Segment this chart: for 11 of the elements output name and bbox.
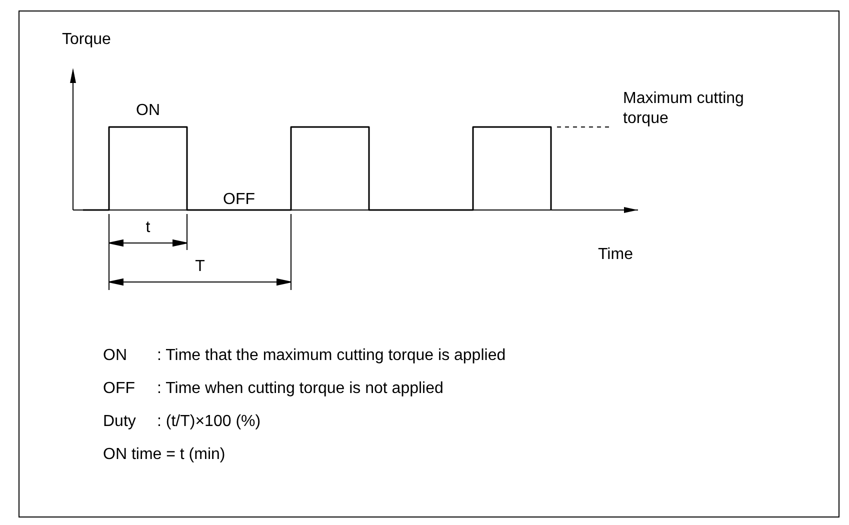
annotation: OFF [223, 191, 256, 208]
text: ON : Time that the maximum cutting torque is applied [103, 347, 506, 364]
text: Maximum cutting torque [623, 90, 744, 127]
text: ON [136, 102, 160, 119]
y-axis-title: Torque [62, 31, 112, 48]
text: t [146, 219, 151, 236]
text: Duty : (t/T)×100 (%) [103, 413, 261, 430]
text: ON time = t (min) [103, 446, 226, 463]
text: OFF : Time when cutting torque is not applied [103, 380, 444, 397]
text: T [195, 258, 206, 275]
x-axis-title: Time [598, 246, 634, 263]
